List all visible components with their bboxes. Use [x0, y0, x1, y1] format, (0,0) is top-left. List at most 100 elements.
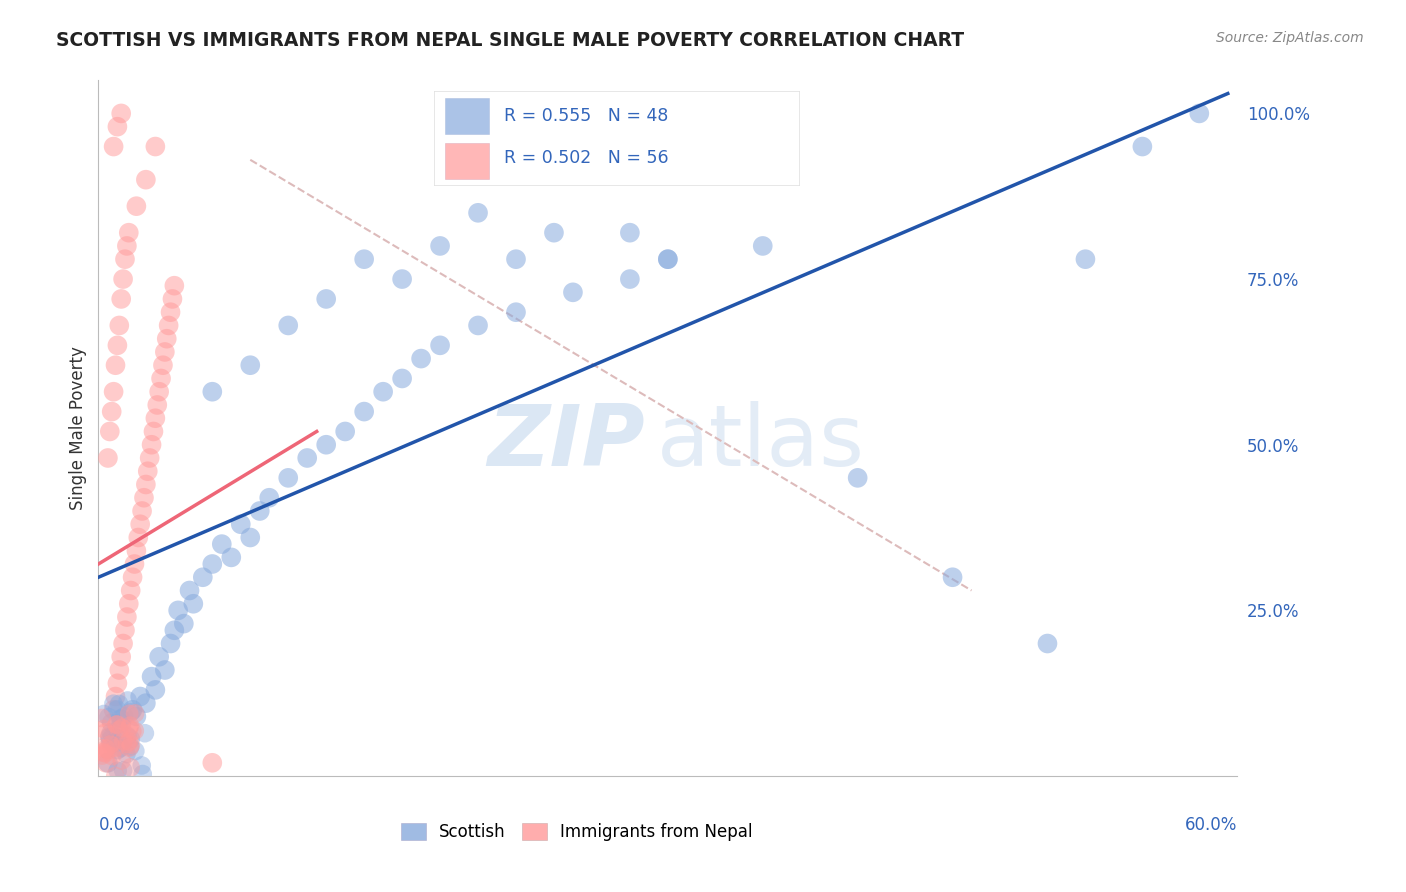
Point	[114, 252, 136, 267]
Point	[138, 450, 160, 465]
Text: atlas: atlas	[657, 401, 865, 483]
Point	[505, 252, 527, 267]
Point	[121, 703, 143, 717]
Point	[120, 739, 142, 754]
Point	[118, 722, 141, 736]
Point	[107, 764, 129, 778]
Point	[110, 106, 132, 120]
Point	[101, 749, 124, 764]
Point	[211, 537, 233, 551]
Point	[94, 725, 117, 739]
Point	[100, 725, 122, 739]
Point	[145, 682, 167, 697]
Point	[179, 583, 201, 598]
Text: ZIP: ZIP	[488, 401, 645, 483]
Point	[145, 411, 167, 425]
Point	[429, 239, 451, 253]
Point	[152, 358, 174, 372]
Point	[135, 477, 157, 491]
Point	[104, 690, 127, 704]
Text: 60.0%: 60.0%	[1185, 816, 1237, 834]
Point	[353, 252, 375, 267]
Point	[619, 272, 641, 286]
Point	[93, 706, 115, 721]
Point	[371, 384, 394, 399]
Point	[135, 696, 157, 710]
Point	[120, 738, 142, 752]
Point	[124, 557, 146, 571]
Point	[124, 723, 146, 738]
Point	[114, 624, 136, 638]
Point	[315, 438, 337, 452]
Point	[91, 745, 114, 759]
Point	[107, 120, 129, 134]
Point	[156, 332, 179, 346]
Point	[315, 292, 337, 306]
Point	[1188, 106, 1211, 120]
Point	[115, 737, 138, 751]
Point	[221, 550, 243, 565]
Point	[118, 719, 141, 733]
Point	[108, 318, 131, 333]
Point	[115, 610, 138, 624]
Point	[239, 531, 262, 545]
Point	[112, 734, 135, 748]
Point	[103, 697, 125, 711]
Point	[153, 663, 176, 677]
Point	[97, 742, 120, 756]
Point	[657, 252, 679, 267]
Point	[259, 491, 281, 505]
Point	[277, 471, 299, 485]
Point	[173, 616, 195, 631]
Point	[562, 285, 585, 300]
Point	[104, 740, 127, 755]
Point	[411, 351, 433, 366]
Point	[297, 450, 319, 465]
Point	[1036, 636, 1059, 650]
Point	[97, 756, 120, 770]
Point	[108, 723, 131, 737]
Point	[108, 663, 131, 677]
Point	[229, 517, 252, 532]
Point	[467, 206, 489, 220]
Point	[125, 709, 148, 723]
Point	[97, 450, 120, 465]
Point	[146, 398, 169, 412]
Point	[98, 733, 121, 747]
Legend: Scottish, Immigrants from Nepal: Scottish, Immigrants from Nepal	[394, 816, 759, 847]
Point	[277, 318, 299, 333]
Point	[125, 543, 148, 558]
Point	[104, 358, 127, 372]
Point	[159, 305, 181, 319]
Point	[118, 740, 141, 755]
Point	[90, 711, 112, 725]
Point	[162, 292, 184, 306]
Point	[110, 741, 132, 756]
Point	[129, 517, 152, 532]
Point	[1074, 252, 1097, 267]
Point	[148, 384, 170, 399]
Point	[118, 706, 141, 721]
Point	[107, 676, 129, 690]
Point	[942, 570, 965, 584]
Point	[94, 756, 117, 770]
Point	[543, 226, 565, 240]
Point	[104, 769, 127, 783]
Point	[121, 724, 143, 739]
Point	[429, 338, 451, 352]
Point	[163, 278, 186, 293]
Point	[117, 693, 139, 707]
Point	[100, 739, 122, 753]
Point	[120, 760, 142, 774]
Point	[112, 764, 135, 778]
Point	[90, 741, 112, 756]
Text: SCOTTISH VS IMMIGRANTS FROM NEPAL SINGLE MALE POVERTY CORRELATION CHART: SCOTTISH VS IMMIGRANTS FROM NEPAL SINGLE…	[56, 31, 965, 50]
Point	[249, 504, 271, 518]
Point	[97, 710, 120, 724]
Point	[118, 226, 141, 240]
Point	[201, 557, 224, 571]
Point	[115, 239, 138, 253]
Point	[153, 345, 176, 359]
Point	[94, 746, 117, 760]
Point	[134, 726, 156, 740]
